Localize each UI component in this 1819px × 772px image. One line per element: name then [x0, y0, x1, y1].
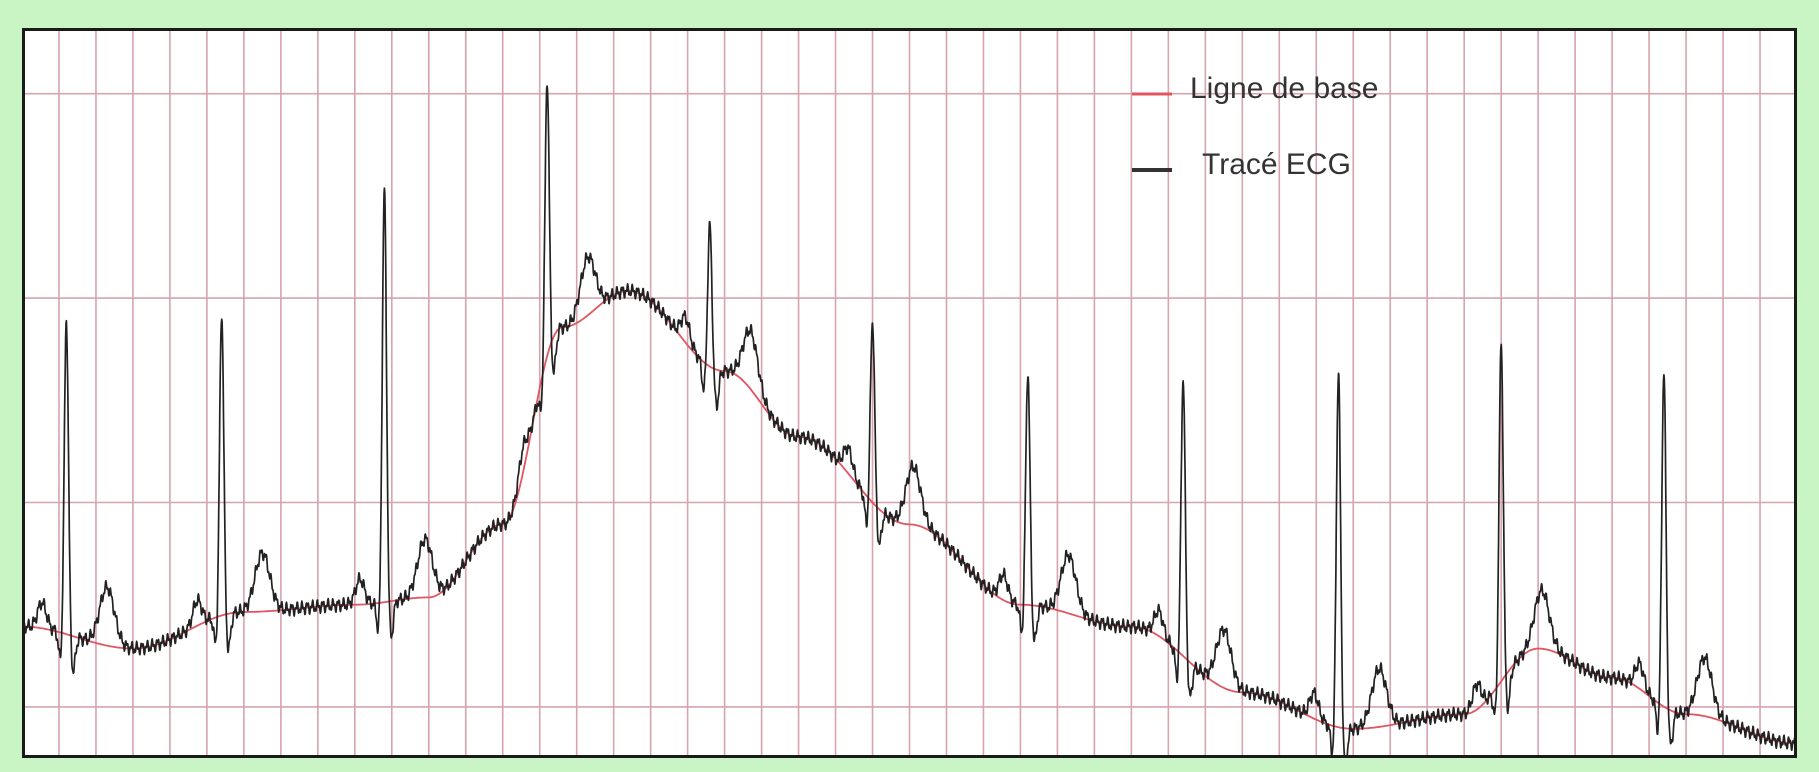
- grid: [22, 28, 1797, 758]
- ecg-plot: Ligne de base Tracé ECG: [22, 28, 1797, 758]
- legend: Ligne de base Tracé ECG: [1132, 72, 1379, 181]
- legend-ecg-label: Tracé ECG: [1202, 148, 1351, 181]
- plot-border: [22, 28, 1797, 758]
- legend-baseline-label: Ligne de base: [1190, 72, 1379, 105]
- ecg-trace-line: [22, 85, 1797, 758]
- ecg-chart: Ligne de base Tracé ECG: [22, 28, 1797, 758]
- ecg-series: [22, 79, 1797, 758]
